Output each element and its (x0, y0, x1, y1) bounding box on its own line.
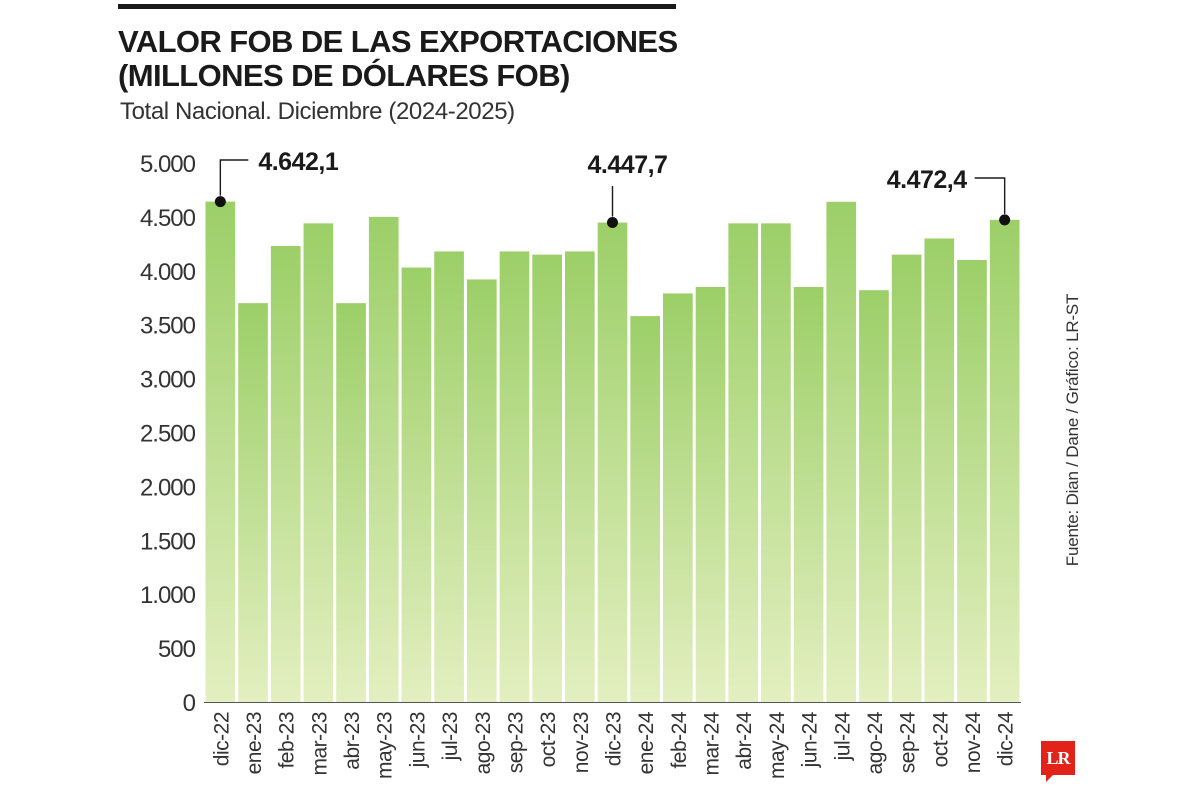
x-tick-label: dic-23 (603, 712, 626, 766)
y-tick-label: 1.000 (140, 582, 196, 609)
chart-title: VALOR FOB DE LAS EXPORTACIONES (MILLONES… (118, 24, 678, 93)
y-tick-label: 2.500 (140, 421, 196, 448)
data-label: 4.472,4 (887, 166, 968, 194)
bar-abr-23 (336, 303, 366, 702)
bar-abr-24 (728, 223, 759, 702)
annotation-dot (214, 196, 226, 208)
bar-jun-24 (793, 286, 824, 702)
y-tick-label: 4.000 (140, 259, 196, 286)
bar-jul-24 (826, 201, 857, 702)
x-tick-label: oct-23 (537, 712, 560, 767)
x-tick-label: may-24 (766, 711, 789, 779)
annotation-dot (999, 214, 1011, 226)
x-tick-label: abr-24 (733, 711, 756, 770)
annotation-leader (974, 177, 1006, 214)
x-tick-label: jun-23 (406, 712, 429, 768)
annotation-dic-24: 4.472,4 (887, 166, 1011, 226)
x-tick-label: ene-23 (243, 712, 266, 774)
bar-feb-24 (663, 293, 693, 702)
x-tick-label: ago-24 (864, 711, 887, 774)
bar-mar-24 (695, 286, 726, 702)
x-tick-label: ago-23 (472, 712, 495, 774)
y-tick-label: 500 (158, 636, 196, 663)
bar-oct-23 (532, 254, 562, 702)
lr-logo: LR (1041, 741, 1075, 782)
x-tick-label: dic-24 (995, 711, 1018, 766)
chart-subtitle: Total Nacional. Diciembre (2024-2025) (120, 98, 515, 125)
y-tick-label: 4.500 (140, 205, 196, 232)
x-tick-label: nov-24 (962, 711, 985, 773)
bar-ene-24 (630, 316, 661, 702)
y-tick-label: 3.000 (140, 367, 196, 394)
x-tick-label: jul-23 (439, 712, 462, 761)
bar-nov-24 (957, 260, 987, 702)
bar-dic-22 (205, 201, 236, 702)
source-note: Fuente: Dian / Dane / Gráfico: LR-ST (1063, 293, 1082, 567)
bar-jul-23 (434, 251, 464, 702)
bar-dic-23 (597, 222, 628, 703)
x-tick-label: feb-24 (668, 711, 691, 768)
y-tick-label: 1.500 (140, 528, 196, 555)
bar-oct-24 (924, 238, 955, 702)
bar-ene-23 (238, 303, 268, 702)
x-tick-label: oct-24 (929, 711, 952, 767)
bar-may-23 (368, 216, 399, 702)
x-tick-label: ene-24 (635, 711, 658, 774)
data-label: 4.642,1 (258, 148, 339, 176)
bar-ago-24 (859, 290, 889, 702)
x-tick-label: mar-24 (701, 711, 724, 775)
x-tick-label: sep-23 (505, 712, 528, 773)
bar-dic-24 (989, 219, 1020, 702)
bar-sep-24 (891, 254, 922, 702)
x-tick-label: abr-23 (341, 712, 364, 770)
y-tick-label: 5.000 (140, 151, 196, 178)
x-tick-label: jul-24 (831, 711, 854, 761)
x-tick-label: dic-22 (210, 712, 233, 766)
x-tick-label: feb-23 (276, 712, 299, 769)
top-rule (118, 4, 676, 9)
y-tick-label: 3.500 (140, 313, 196, 340)
annotation-dot (607, 217, 618, 229)
x-tick-label: jun-24 (799, 711, 822, 768)
annotation-leader (219, 159, 249, 196)
y-tick-label: 0 (183, 690, 196, 717)
bar-jun-23 (401, 267, 432, 702)
annotation-dic-22: 4.642,1 (214, 148, 339, 208)
y-tick-label: 2.000 (140, 474, 196, 501)
data-label: 4.447,7 (588, 151, 668, 179)
bar-ago-23 (466, 279, 497, 702)
x-tick-label: nov-23 (570, 712, 593, 773)
bar-sep-23 (499, 251, 530, 702)
bar-may-24 (761, 223, 791, 702)
x-tick-label: may-23 (374, 712, 397, 779)
x-tick-label: mar-23 (308, 712, 331, 776)
bar-feb-23 (270, 246, 301, 702)
bar-mar-23 (303, 223, 334, 702)
bar-nov-23 (564, 251, 595, 702)
annotation-dic-23: 4.447,7 (588, 151, 668, 229)
x-tick-label: sep-24 (897, 711, 920, 773)
